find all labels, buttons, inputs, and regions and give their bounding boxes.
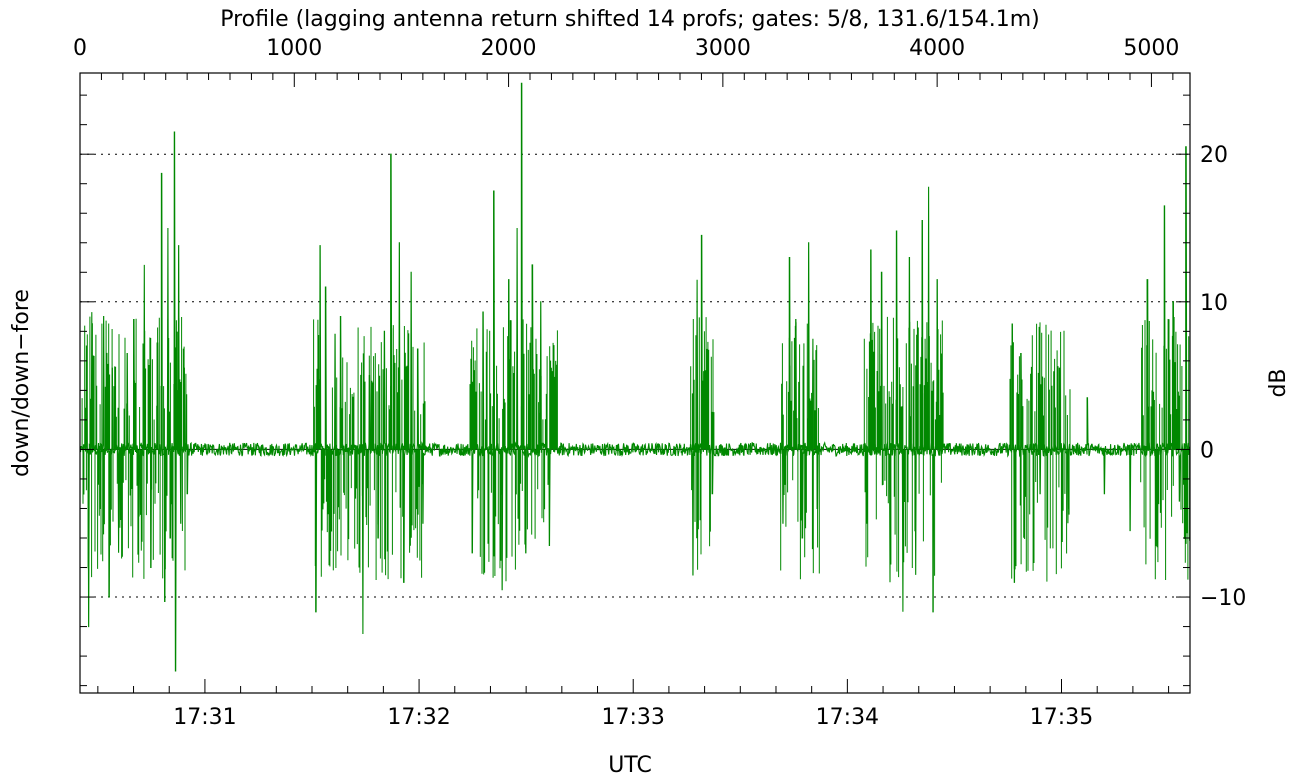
plot-frame (79, 72, 1191, 694)
bottom-tick-label: 17:31 (173, 705, 236, 730)
bottom-tick-label: 17:32 (387, 705, 450, 730)
bottom-tick-label: 17:35 (1030, 705, 1093, 730)
right-tick-label: 0 (1200, 438, 1214, 463)
right-tick-label: 10 (1200, 291, 1228, 316)
series-line (79, 82, 1191, 672)
top-tick-label: 5000 (1123, 36, 1179, 61)
series-layer (79, 82, 1191, 672)
y-axis-label-left: down/down−fore (9, 289, 34, 477)
top-tick-label: 0 (73, 36, 87, 61)
y-axis-label-right: dB (1266, 368, 1291, 397)
chart-title: Profile (lagging antenna return shifted … (220, 7, 1040, 32)
top-tick-label: 3000 (695, 36, 751, 61)
top-tick-label: 4000 (909, 36, 965, 61)
bottom-tick-label: 17:34 (816, 705, 879, 730)
tick-labels-layer: 0 1000 2000 3000 4000 5000 17:31 17:32 17:33 17:3… (73, 36, 1246, 730)
ticks-layer (79, 73, 1190, 693)
top-tick-label: 2000 (481, 36, 537, 61)
x-axis-label: UTC (608, 753, 652, 778)
top-tick-label: 1000 (266, 36, 322, 61)
bottom-tick-label: 17:33 (602, 705, 665, 730)
right-tick-label: 20 (1200, 143, 1228, 168)
right-tick-label: −10 (1200, 586, 1246, 611)
